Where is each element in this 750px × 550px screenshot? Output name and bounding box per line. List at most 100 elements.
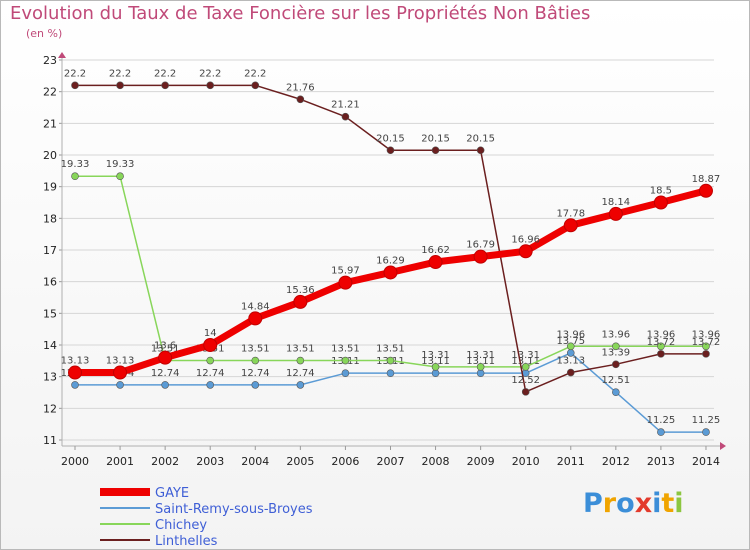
x-tick-label: 2014 [692, 455, 720, 468]
data-point [476, 363, 485, 371]
data-label: 13.51 [286, 344, 315, 355]
x-tick-label: 2003 [196, 455, 224, 468]
data-point [296, 356, 305, 365]
data-point [116, 81, 124, 90]
data-label: 20.15 [421, 133, 450, 144]
data-point [206, 381, 215, 389]
data-point [431, 146, 440, 155]
data-point [71, 381, 79, 389]
y-tick-label: 19 [43, 181, 57, 194]
data-label: 12.52 [511, 375, 540, 386]
data-point [116, 172, 124, 181]
logo-letter: i [652, 488, 662, 519]
data-label: 20.15 [376, 133, 405, 144]
data-label: 19.33 [61, 159, 90, 170]
data-label: 18.87 [692, 174, 721, 185]
legend-label: Chichey [155, 518, 207, 533]
data-label: 12.51 [602, 375, 631, 386]
data-label: 22.2 [109, 68, 131, 79]
data-point [68, 365, 82, 380]
data-label: 13.11 [466, 356, 495, 367]
data-label: 22.2 [199, 68, 221, 79]
data-label: 16.29 [376, 255, 405, 266]
data-point [251, 81, 260, 90]
data-point [521, 388, 530, 396]
data-label: 21.21 [331, 100, 360, 111]
chart-title: Evolution du Taux de Taxe Foncière sur l… [10, 3, 591, 24]
logo-letter: o [616, 488, 635, 519]
data-label: 13.11 [511, 356, 540, 367]
legend-label: Linthelles [155, 534, 218, 549]
logo-letter: i [674, 488, 684, 519]
y-tick-label: 12 [43, 402, 57, 415]
data-label: 13.13 [556, 356, 585, 367]
data-label: 13.39 [602, 347, 631, 358]
data-point [386, 146, 395, 155]
data-point [341, 369, 350, 377]
logo-letter: r [602, 488, 617, 519]
data-point [518, 244, 533, 259]
data-point [71, 81, 79, 90]
data-label: 16.79 [466, 240, 495, 251]
data-point [566, 342, 575, 351]
x-axis-arrow [720, 442, 726, 450]
data-label: 22.2 [64, 68, 86, 79]
y-tick-label: 22 [43, 86, 57, 99]
y-tick-label: 15 [43, 307, 57, 320]
x-tick-label: 2007 [376, 455, 404, 468]
x-tick-label: 2012 [602, 455, 630, 468]
data-point [206, 81, 215, 90]
data-point [251, 356, 260, 365]
y-tick-label: 20 [43, 149, 57, 162]
y-tick-label: 14 [43, 339, 57, 352]
data-point [251, 381, 260, 389]
data-label: 13.6 [154, 341, 176, 352]
data-point [341, 112, 350, 121]
data-label: 21.76 [286, 82, 315, 93]
data-point [116, 381, 124, 389]
data-point [657, 350, 665, 358]
data-point [293, 294, 308, 309]
legend-label: GAYE [155, 486, 189, 501]
data-point [71, 172, 79, 181]
data-point [657, 342, 665, 351]
x-tick-label: 2013 [647, 455, 675, 468]
y-unit-label: (en %) [26, 27, 63, 40]
data-point [161, 81, 169, 90]
data-point [563, 218, 578, 233]
data-point [203, 338, 218, 352]
y-axis-arrow [58, 52, 66, 58]
data-label: 13.11 [421, 356, 450, 367]
data-point [338, 275, 353, 290]
data-label: 14.84 [241, 301, 270, 312]
data-label: 18.14 [602, 197, 631, 208]
data-label: 19.33 [106, 159, 135, 170]
data-label: 13.72 [692, 337, 721, 348]
data-label: 13.13 [106, 356, 135, 367]
data-point [206, 356, 215, 365]
data-point [698, 183, 713, 198]
data-label: 13.31 [421, 350, 450, 361]
y-tick-label: 23 [43, 54, 57, 67]
y-tick-label: 18 [43, 212, 57, 225]
data-label: 12.74 [241, 368, 270, 379]
x-tick-label: 2001 [106, 455, 134, 468]
data-point [428, 255, 443, 270]
data-point [248, 311, 263, 326]
data-point [113, 365, 128, 380]
x-tick-label: 2006 [331, 455, 359, 468]
data-label: 12.74 [196, 368, 225, 379]
x-tick-label: 2004 [241, 455, 269, 468]
data-label: 12.74 [286, 368, 315, 379]
data-point [657, 428, 665, 436]
data-point [161, 381, 169, 389]
data-label: 17.78 [556, 208, 585, 219]
data-point [566, 368, 575, 377]
logo-letter: P [583, 488, 603, 519]
data-point [612, 388, 620, 396]
data-label: 13.96 [602, 329, 631, 340]
data-point [431, 363, 440, 371]
data-point [431, 369, 440, 377]
data-label: 11.25 [692, 415, 721, 426]
